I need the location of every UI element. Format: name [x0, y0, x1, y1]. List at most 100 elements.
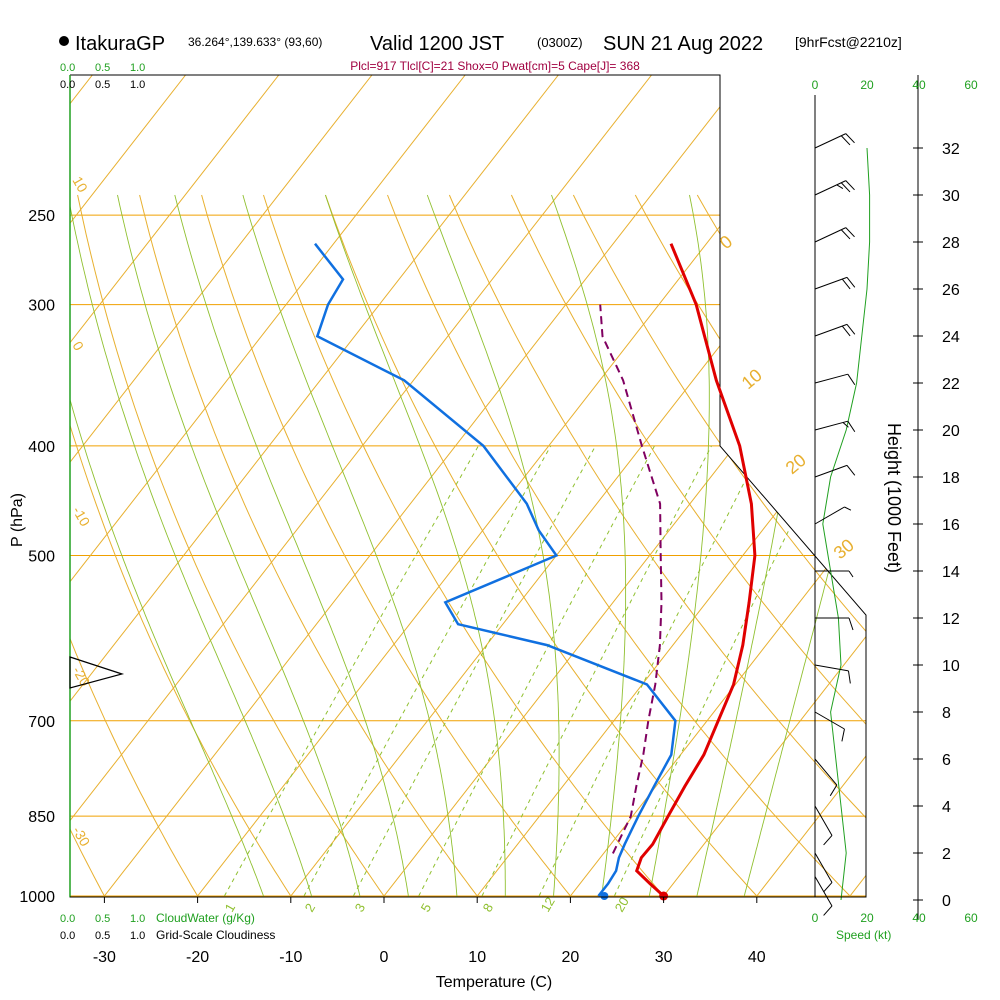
isotherm-label: 0 — [716, 231, 737, 253]
dry-adiabat-line — [510, 194, 866, 897]
isotherm-line — [70, 75, 559, 897]
wind-panel — [814, 95, 871, 916]
valid-time-utc: (0300Z) — [537, 35, 583, 50]
dry-adiabat-line — [448, 194, 866, 897]
wind-barb — [814, 464, 856, 478]
height-tick-label: 16 — [942, 517, 960, 534]
height-tick-label: 4 — [942, 799, 951, 816]
x-tick-label: 40 — [748, 949, 766, 966]
moist-adiabat-line — [644, 194, 710, 897]
wind-barb — [814, 805, 833, 846]
height-tick-label: 30 — [942, 188, 960, 205]
wind-barb-staff — [814, 664, 849, 672]
wind-barb — [814, 227, 855, 243]
isotherm-label: 10 — [738, 365, 766, 393]
cloudiness-tick-bottom: 1.0 — [130, 930, 145, 942]
speed-tick-top: 40 — [912, 78, 926, 92]
mixing-ratio-line — [481, 445, 712, 897]
speed-tick-top: 20 — [860, 78, 874, 92]
isotherm-line — [662, 75, 866, 897]
isotherm-label: 30 — [830, 535, 858, 563]
pressure-tick-label: 700 — [28, 714, 55, 731]
temperature-line — [634, 243, 757, 898]
moist-adiabat-line — [70, 194, 273, 897]
x-tick-label: -10 — [279, 949, 302, 966]
station-dot-icon — [59, 36, 69, 46]
dry-adiabat-line — [0, 195, 23, 920]
moist-adiabat-line — [117, 194, 366, 897]
wind-barb — [814, 276, 856, 290]
valid-date: SUN 21 Aug 2022 — [603, 33, 763, 55]
dry-adiabat-line — [387, 194, 866, 897]
wind-barb-staff — [814, 852, 833, 883]
height-tick-label: 12 — [942, 611, 960, 628]
height-tick-label: 18 — [942, 470, 960, 487]
isotherm-line — [382, 75, 866, 897]
dry-adiabat-line — [572, 194, 866, 897]
moist-adiabat-line — [737, 194, 866, 897]
mixing-ratio-line — [538, 445, 764, 897]
wind-barb-flag — [844, 506, 852, 511]
wind-barb-staff — [814, 227, 847, 243]
isotherm-label: 20 — [782, 450, 810, 478]
wind-barb-flag — [841, 278, 851, 290]
cloudwater-tick-bottom: 0.5 — [95, 913, 110, 925]
y-axis-title: P (hPa) — [9, 493, 26, 547]
cloud-marker — [69, 656, 125, 689]
wind-barb-flag — [823, 905, 833, 916]
height-tick-label: 22 — [942, 376, 960, 393]
height-tick-label: 20 — [942, 423, 960, 440]
wind-barb-flag — [846, 465, 856, 476]
mixing-ratio-label: 12 — [538, 894, 558, 914]
height-tick-label: 2 — [942, 846, 951, 863]
height-tick-label: 32 — [942, 141, 960, 158]
wind-barb-flag — [823, 835, 833, 846]
valid-time: Valid 1200 JST — [370, 33, 504, 55]
dry-adiabat-line — [139, 194, 496, 897]
indices-line: Plcl=917 Tlcl[C]=21 Shox=0 Pwat[cm]=5 Ca… — [350, 59, 640, 73]
moist-adiabat-line — [551, 194, 627, 897]
wind-barb-staff — [814, 180, 847, 196]
station-coords: 36.264°,139.633° (93,60) — [188, 35, 322, 49]
moist-adiabat-line — [174, 194, 413, 897]
isotherm-label: -10 — [69, 504, 93, 530]
height-tick-label: 26 — [942, 282, 960, 299]
forecast-label: [9hrFcst@2210z] — [795, 34, 902, 50]
speed-tick-top: 60 — [964, 78, 978, 92]
wind-barb-staff — [814, 506, 845, 525]
wind-barb — [814, 373, 856, 386]
wind-barb-staff — [814, 805, 833, 836]
isotherm-label: 10 — [69, 174, 91, 196]
wind-barb-staff — [814, 133, 847, 149]
wind-barb — [815, 617, 854, 631]
cloudwater-label: CloudWater (g/Kg) — [156, 911, 255, 925]
wind-barb-flag — [841, 325, 851, 337]
dry-adiabat-line — [758, 194, 866, 897]
wind-barb-staff — [814, 276, 848, 290]
isotherm-line — [70, 75, 373, 897]
isotherm-line — [848, 75, 866, 897]
x-tick-label: 0 — [380, 949, 389, 966]
pressure-tick-label: 850 — [28, 809, 55, 826]
cloudwater-tick-bottom: 1.0 — [130, 913, 145, 925]
wind-barb-flag — [829, 784, 838, 797]
dry-adiabat-line — [70, 194, 119, 897]
speed-tick-bottom: 40 — [912, 911, 926, 925]
wind-barb — [814, 323, 856, 337]
wind-barb-flag — [845, 180, 855, 191]
dry-adiabat-line — [70, 194, 308, 897]
isotherm-line — [70, 75, 186, 897]
cloudwater-tick-top: 0.0 — [60, 62, 75, 74]
x-tick-label: 10 — [468, 949, 486, 966]
mixing-ratio-line — [352, 445, 596, 897]
wind-barb-flag — [846, 277, 856, 288]
height-tick-label: 8 — [942, 705, 951, 722]
mixing-ratio-line — [613, 445, 831, 897]
dewpoint-line — [314, 242, 677, 897]
wind-barb-flag — [842, 422, 849, 428]
wind-barb-flag — [848, 617, 854, 631]
cloudwater-tick-top: 1.0 — [130, 62, 145, 74]
x-tick-label: -20 — [186, 949, 209, 966]
wind-barb — [814, 506, 852, 525]
wind-barb — [814, 420, 856, 433]
